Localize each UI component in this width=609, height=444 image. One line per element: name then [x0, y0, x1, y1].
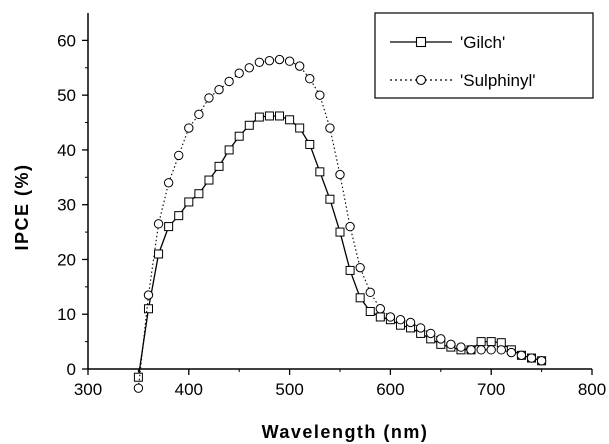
- y-ticks: 0 10 20 30 40 50 60: [57, 31, 88, 379]
- data-point-square: [275, 111, 285, 121]
- data-point-circle: [284, 56, 295, 66]
- legend: 'Gilch' 'Sulphinyl': [374, 12, 594, 99]
- y-tick-label: 50: [57, 86, 76, 105]
- data-point-circle: [496, 345, 506, 355]
- data-point-circle: [375, 304, 386, 314]
- data-point-circle: [526, 353, 537, 363]
- series-layer: [133, 54, 547, 393]
- data-point-circle: [385, 312, 396, 322]
- x-axis-title: Wavelength (nm): [262, 422, 429, 442]
- data-point-square: [184, 197, 194, 207]
- data-point-circle: [466, 345, 476, 355]
- data-point-circle: [133, 383, 144, 393]
- data-point-square: [315, 167, 325, 177]
- data-point-circle: [395, 315, 406, 325]
- series-gilch: [133, 111, 547, 382]
- x-tick-label: 700: [477, 380, 505, 399]
- data-point-square: [486, 337, 496, 347]
- data-point-circle: [174, 150, 184, 161]
- data-point-square: [244, 120, 254, 130]
- data-point-circle: [355, 262, 365, 273]
- data-point-circle: [506, 347, 517, 358]
- data-point-circle: [426, 328, 436, 339]
- data-point-square: [234, 131, 244, 141]
- data-point-square: [355, 293, 365, 303]
- plot-area: 300 400 500 600 700 800 0 10 20 30 40 50 60: [57, 13, 606, 399]
- data-point-square: [224, 145, 234, 155]
- data-point-square: [154, 249, 164, 259]
- data-point-circle: [325, 123, 335, 133]
- data-point-circle: [345, 221, 355, 232]
- data-point-circle: [405, 317, 416, 328]
- data-point-square: [365, 306, 375, 316]
- data-point-circle: [294, 61, 305, 71]
- y-axis-title: IPCE (%): [12, 163, 32, 250]
- legend-circle-icon: [415, 74, 427, 86]
- data-point-square: [254, 112, 264, 122]
- y-tick-label: 40: [57, 141, 76, 160]
- data-point-square: [476, 337, 486, 347]
- data-point-circle: [184, 123, 194, 133]
- x-tick-label: 800: [578, 380, 606, 399]
- x-tick-label: 300: [74, 380, 102, 399]
- data-point-square: [194, 189, 204, 199]
- data-point-square: [335, 227, 345, 237]
- data-point-circle: [446, 339, 456, 350]
- data-point-square: [305, 139, 315, 149]
- data-point-circle: [234, 68, 244, 78]
- data-point-circle: [436, 334, 446, 344]
- data-point-circle: [274, 54, 285, 65]
- data-point-circle: [456, 342, 466, 352]
- legend-square-icon: [415, 36, 427, 48]
- data-point-square: [285, 115, 295, 125]
- data-point-square: [345, 265, 355, 275]
- y-tick-label: 10: [57, 305, 76, 324]
- x-tick-label: 500: [275, 380, 303, 399]
- y-tick-label: 0: [67, 360, 76, 379]
- data-point-circle: [143, 290, 154, 300]
- data-point-circle: [305, 74, 315, 84]
- legend-entry-gilch: 'Gilch': [390, 33, 505, 52]
- data-point-circle: [476, 345, 486, 355]
- data-point-square: [375, 312, 385, 322]
- data-point-circle: [244, 63, 254, 73]
- legend-entry-sulphinyl: 'Sulphinyl': [390, 71, 535, 90]
- legend-label-sulphinyl: 'Sulphinyl': [460, 71, 535, 90]
- legend-box: [374, 12, 594, 99]
- x-tick-label: 400: [175, 380, 203, 399]
- data-point-circle: [536, 356, 547, 366]
- x-tick-label: 600: [376, 380, 404, 399]
- data-point-circle: [153, 219, 164, 229]
- data-point-circle: [516, 350, 527, 361]
- data-point-circle: [315, 90, 325, 100]
- data-point-square: [174, 211, 184, 221]
- data-point-circle: [254, 57, 265, 67]
- data-point-square: [164, 222, 174, 232]
- data-point-circle: [365, 287, 375, 298]
- data-point-square: [204, 175, 214, 185]
- y-tick-label: 60: [57, 31, 76, 50]
- data-point-circle: [194, 109, 204, 120]
- data-point-square: [143, 304, 153, 314]
- data-point-square: [295, 123, 305, 133]
- data-point-circle: [486, 345, 496, 355]
- data-point-square: [214, 161, 224, 171]
- data-point-circle: [335, 169, 345, 180]
- data-point-circle: [224, 76, 234, 87]
- series-sulphinyl: [133, 54, 547, 393]
- data-point-circle: [214, 84, 224, 95]
- data-point-square: [264, 111, 274, 121]
- y-tick-label: 30: [57, 196, 76, 215]
- data-point-square: [325, 194, 335, 204]
- data-point-circle: [163, 178, 174, 188]
- data-point-circle: [204, 93, 214, 103]
- data-point-circle: [415, 323, 426, 333]
- data-point-circle: [264, 55, 275, 66]
- legend-label-gilch: 'Gilch': [460, 33, 505, 52]
- x-ticks: 300 400 500 600 700 800: [74, 369, 606, 399]
- data-point-square: [133, 372, 143, 382]
- y-tick-label: 20: [57, 250, 76, 269]
